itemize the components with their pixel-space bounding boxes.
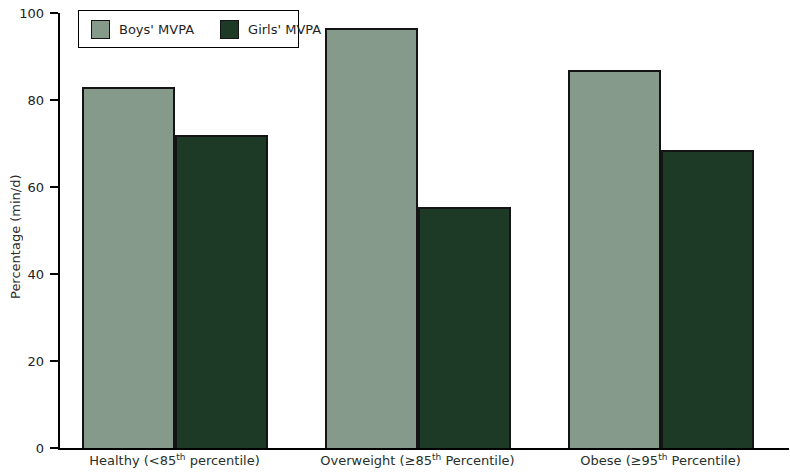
- y-tick-label-0: 0: [8, 441, 44, 456]
- bar-boys-mvpa-0: [82, 87, 175, 448]
- bar-groups: [53, 13, 782, 448]
- bar-boys-mvpa-1: [325, 28, 418, 448]
- bar-chart-figure: Percentage (min/d) 020406080100 Healthy …: [0, 0, 790, 474]
- x-label-2: Obese (≥95th Percentile): [539, 452, 782, 468]
- y-tick-label-60: 60: [8, 180, 44, 195]
- bar-boys-mvpa-2: [568, 70, 661, 448]
- plot-area: 020406080100: [58, 13, 789, 450]
- legend-item-girls: Girls' MVPA: [220, 20, 321, 39]
- x-label-0: Healthy (<85th percentile): [53, 452, 296, 468]
- legend: Boys' MVPA Girls' MVPA: [78, 10, 299, 48]
- bar-group-obese-95th-percentile: [539, 13, 782, 448]
- y-tick-label-20: 20: [8, 354, 44, 369]
- legend-label-boys: Boys' MVPA: [119, 22, 194, 37]
- bar-girls-mvpa-0: [175, 135, 268, 448]
- legend-swatch-boys: [91, 20, 110, 39]
- legend-swatch-girls: [220, 20, 239, 39]
- legend-item-boys: Boys' MVPA: [91, 20, 194, 39]
- x-label-1: Overweight (≥85th Percentile): [296, 452, 539, 468]
- y-axis-title: Percentage (min/d): [8, 0, 23, 474]
- bar-group-healthy-85th-percentile: [53, 13, 296, 448]
- x-axis-labels: Healthy (<85th percentile)Overweight (≥8…: [53, 452, 782, 468]
- legend-label-girls: Girls' MVPA: [248, 22, 321, 37]
- bar-girls-mvpa-2: [661, 150, 754, 448]
- bar-group-overweight-85th-percentile: [296, 13, 539, 448]
- y-tick-label-40: 40: [8, 267, 44, 282]
- y-tick-label-80: 80: [8, 93, 44, 108]
- y-tick-label-100: 100: [8, 6, 44, 21]
- bar-girls-mvpa-1: [418, 207, 511, 448]
